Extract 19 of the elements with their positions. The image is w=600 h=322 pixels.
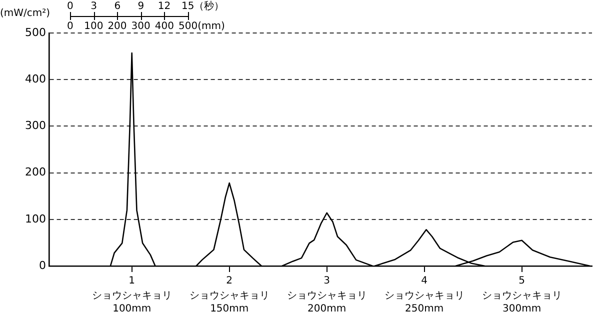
x-tick-label: 3 [324,276,330,287]
y-tick-label: 400 [24,72,46,86]
text: ショウシャキョリ 250mm [384,290,464,315]
text: 0 100 200 300 400 500(mm) [67,21,225,32]
y-tick-label: 500 [24,26,46,39]
x-tick-label: 5 [518,276,525,287]
y-tick-label: 300 [24,119,46,132]
y-axis-title: (mW/cm²) [0,8,50,19]
text: ショウシャキョリ 100mm [92,290,172,315]
text: ショウシャキョリ 200mm [286,290,367,315]
y-tick-label: 200 [24,166,46,179]
text: ショウシャキョリ 150mm [189,290,270,315]
y-tick-label: 100 [24,212,46,226]
x-tick-label: 1 [128,276,136,287]
text: ショウシャキョリ 300mm [482,290,562,315]
x-tick-label: 4 [421,276,428,287]
text: 0 3 6 9 12 15（秒） [67,1,224,12]
x-tick-label: 2 [226,276,233,287]
y-tick-label: 0 [38,258,46,272]
